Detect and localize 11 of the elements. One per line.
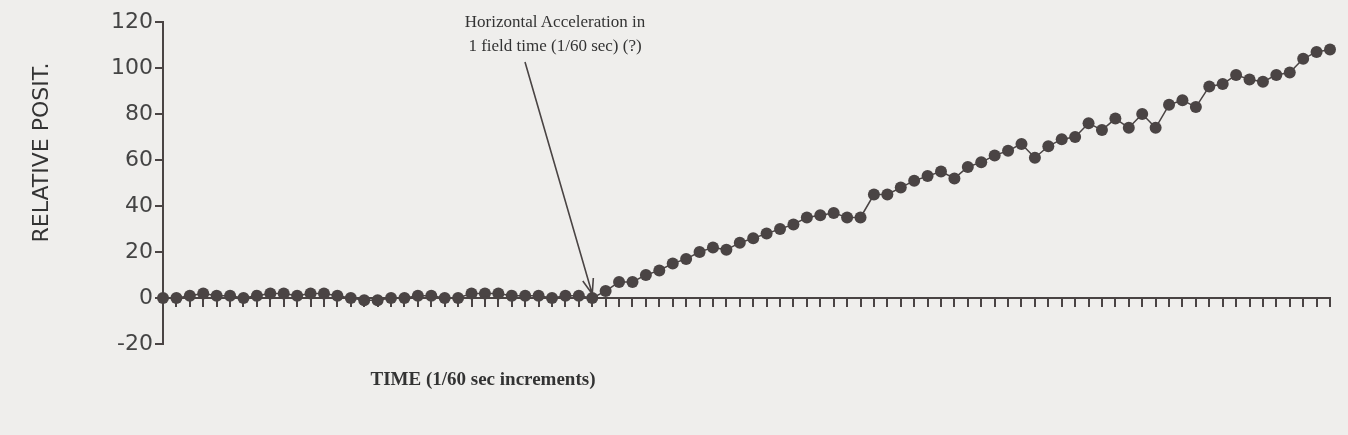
y-tick-label: 0 [139,283,153,309]
y-axis-title: RELATIVE POSIT. [27,62,53,243]
annotation: Horizontal Acceleration in 1 field time (1/60 sec) (?) [463,11,647,57]
y-tick-label: 120 [111,7,153,33]
y-tick-label: 20 [125,237,153,263]
y-tick-label: 80 [125,99,153,125]
y-tick-label: 60 [125,145,153,171]
x-axis-title: TIME (1/60 sec increments) [369,368,597,390]
y-tick-label: -20 [117,329,153,355]
y-tick-label: 40 [125,191,153,217]
y-tick-label: 100 [111,53,153,79]
